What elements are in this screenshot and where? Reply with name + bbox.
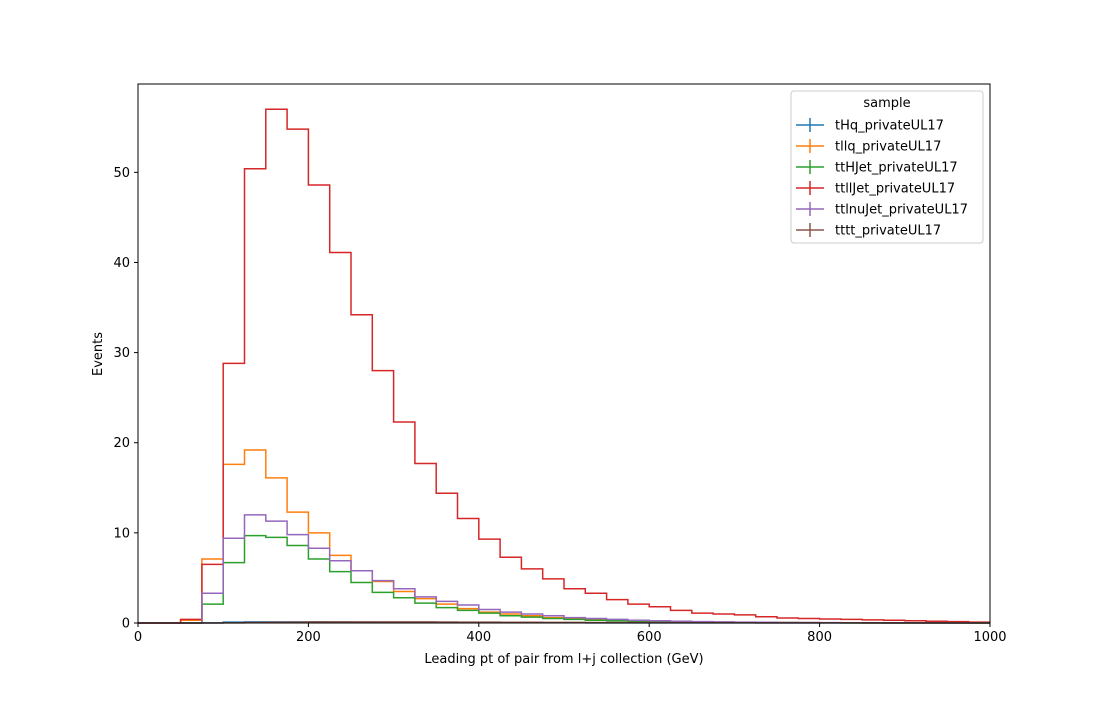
legend: sample tHq_privateUL17 tllq_privateUL17tt… xyxy=(790,90,984,244)
legend-label: tttt_privateUL17 xyxy=(835,224,941,239)
y-tick-label: 10 xyxy=(113,526,130,541)
legend-label: ttlnuJet_privateUL17 xyxy=(835,203,968,218)
y-tick-label: 30 xyxy=(113,346,130,361)
legend-entry: ttHJet_privateUL17 xyxy=(796,160,958,176)
y-tick-label: 0 xyxy=(122,617,130,632)
y-tick-label: 20 xyxy=(113,436,130,451)
legend-label: tHq_privateUL17 xyxy=(835,119,944,134)
x-tick-label: 200 xyxy=(296,630,321,645)
legend-box xyxy=(790,90,984,244)
series-line-3 xyxy=(138,108,990,624)
x-axis-label: Leading pt of pair from l+j collection (… xyxy=(424,652,703,667)
legend-entry: tttt_privateUL17 xyxy=(796,223,941,239)
legend-entry: ttllJet_privateUL17 xyxy=(796,181,955,197)
legend-entries: tHq_privateUL17 tllq_privateUL17 ttHJet_pr… xyxy=(796,118,968,239)
x-axis-ticks: 0 200 400 600 800 1000 xyxy=(134,623,1007,645)
legend-label: ttllJet_privateUL17 xyxy=(835,182,955,197)
plot-layer xyxy=(138,108,990,624)
y-axis-ticks: 0 10 20 30 40 50 xyxy=(113,166,138,632)
legend-entry: tllq_privateUL17 xyxy=(796,139,941,155)
x-tick-label: 800 xyxy=(807,630,832,645)
legend-title: sample xyxy=(863,96,910,111)
y-axis-label: Events xyxy=(91,332,106,376)
legend-entry: ttlnuJet_privateUL17 xyxy=(796,202,968,218)
x-tick-label: 600 xyxy=(637,630,662,645)
plot-frame xyxy=(137,83,991,624)
x-tick-label: 0 xyxy=(134,630,142,645)
legend-label: ttHJet_privateUL17 xyxy=(835,161,958,176)
x-tick-label: 400 xyxy=(466,630,491,645)
series-line-4 xyxy=(138,514,990,624)
legend-entry: tHq_privateUL17 xyxy=(796,118,944,134)
x-tick-label: 1000 xyxy=(973,630,1006,645)
y-tick-label: 50 xyxy=(113,166,130,181)
y-tick-label: 40 xyxy=(113,256,130,271)
legend-label: tllq_privateUL17 xyxy=(835,140,941,155)
